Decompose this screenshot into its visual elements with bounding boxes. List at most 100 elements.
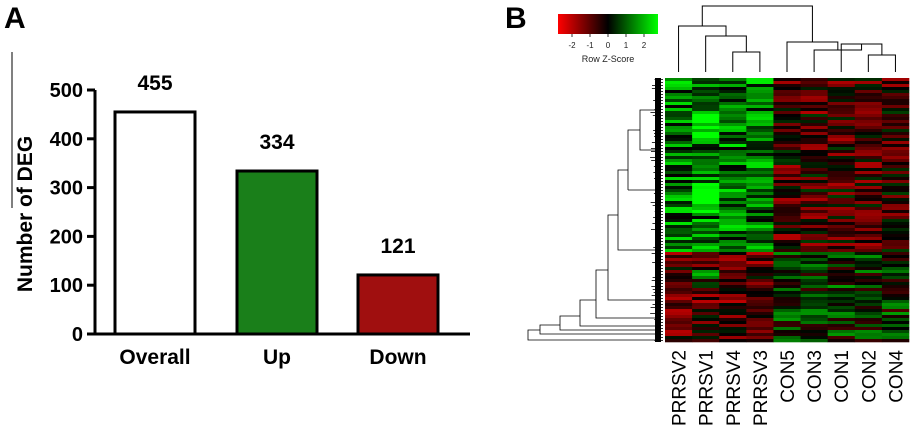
heatmap-cell — [881, 84, 910, 88]
heatmap-cell — [773, 171, 801, 175]
heatmap-cell — [746, 258, 774, 262]
heatmap-cell — [800, 273, 828, 277]
heatmap-cell — [854, 207, 883, 211]
column-label: CON2 — [859, 350, 880, 403]
heatmap-cell — [746, 168, 774, 172]
heatmap-cell — [881, 306, 910, 310]
heatmap-cell — [800, 144, 828, 148]
heatmap-cell — [746, 153, 774, 157]
heatmap-cell — [665, 336, 693, 340]
heatmap-cell — [827, 189, 856, 193]
heatmap-cell — [665, 84, 693, 88]
heatmap-cell — [854, 102, 883, 106]
heatmap-cell — [719, 168, 747, 172]
heatmap-cell — [800, 252, 828, 256]
column-dendrogram-branch — [705, 35, 747, 72]
heatmap-cell — [719, 303, 747, 307]
heatmap-cell — [827, 213, 856, 217]
heatmap-cell — [854, 204, 883, 208]
heatmap-cell — [746, 243, 774, 247]
heatmap-cell — [719, 96, 747, 100]
heatmap-cell — [665, 126, 693, 130]
heatmap-cell — [827, 318, 856, 322]
heatmap-cell — [773, 174, 801, 178]
heatmap-cell — [854, 234, 883, 238]
heatmap-cell — [854, 147, 883, 151]
heatmap-cell — [692, 168, 720, 172]
heatmap-cell — [854, 315, 883, 319]
heatmap-cell — [746, 189, 774, 193]
heatmap-cell — [827, 276, 856, 280]
heatmap-cell — [719, 282, 747, 286]
heatmap-cell — [800, 132, 828, 136]
heatmap-cell — [719, 258, 747, 262]
heatmap-cell — [746, 303, 774, 307]
heatmap-cell — [827, 84, 856, 88]
heatmap-cell — [881, 210, 910, 214]
heatmap-cell — [692, 261, 720, 265]
heatmap-cell — [854, 336, 883, 340]
heatmap-cell — [692, 204, 720, 208]
heatmap-cell — [665, 291, 693, 295]
heatmap-cell — [881, 132, 910, 136]
heatmap-cell — [800, 117, 828, 121]
heatmap-cell — [773, 201, 801, 205]
bar-down — [356, 273, 440, 336]
y-tick-label: 500 — [50, 80, 83, 102]
heatmap-cell — [827, 207, 856, 211]
heatmap-cell — [854, 183, 883, 187]
heatmap-cell — [692, 324, 720, 328]
heatmap-cell — [800, 141, 828, 145]
heatmap-cell — [854, 123, 883, 127]
heatmap-cell — [827, 108, 856, 112]
heatmap-cell — [665, 141, 693, 145]
heatmap-cell — [746, 231, 774, 235]
heatmap-cell — [854, 99, 883, 103]
column-label: PRRSV2 — [670, 350, 691, 426]
heatmap-cell — [719, 111, 747, 115]
heatmap-cell — [665, 147, 693, 151]
heatmap-cell — [692, 129, 720, 133]
heatmap-cell — [773, 111, 801, 115]
heatmap-cell — [746, 297, 774, 301]
heatmap-cell — [827, 177, 856, 181]
heatmap-cell — [773, 318, 801, 322]
heatmap-cell — [827, 186, 856, 190]
heatmap-cell — [881, 93, 910, 97]
panel-label-a: A — [4, 2, 26, 35]
heatmap-cell — [827, 183, 856, 187]
heatmap-cell — [746, 84, 774, 88]
heatmap-cell — [800, 231, 828, 235]
heatmap-cell — [665, 273, 693, 277]
heatmap-cell — [719, 141, 747, 145]
heatmap-cell — [665, 210, 693, 214]
heatmap-cell — [800, 243, 828, 247]
heatmap-cell — [719, 270, 747, 274]
heatmap-cell — [827, 153, 856, 157]
heatmap-cell — [854, 105, 883, 109]
heatmap-cell — [827, 162, 856, 166]
heatmap-cell — [854, 306, 883, 310]
heatmap-cell — [692, 93, 720, 97]
heatmap-cell — [881, 312, 910, 316]
heatmap-cell — [800, 162, 828, 166]
heatmap-cell — [746, 315, 774, 319]
heatmap-cell — [854, 195, 883, 199]
heatmap-cell — [800, 210, 828, 214]
heatmap-cell — [773, 132, 801, 136]
heatmap-cell — [746, 300, 774, 304]
heatmap-cell — [692, 156, 720, 160]
heatmap-cell — [692, 108, 720, 112]
heatmap-cell — [800, 309, 828, 313]
heatmap-cell — [692, 198, 720, 202]
heatmap-cell — [773, 213, 801, 217]
heatmap-cell — [854, 249, 883, 253]
heatmap-cell — [719, 108, 747, 112]
heatmap-cell — [800, 225, 828, 229]
heatmap-cell — [773, 261, 801, 265]
heatmap-cell — [665, 234, 693, 238]
heatmap-cell — [692, 117, 720, 121]
heatmap-cell — [692, 270, 720, 274]
heatmap-cell — [881, 153, 910, 157]
heatmap-cell — [773, 273, 801, 277]
